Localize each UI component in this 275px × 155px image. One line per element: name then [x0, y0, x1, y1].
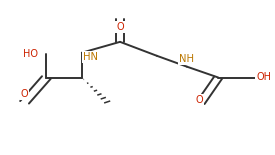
Text: HO: HO — [23, 49, 38, 59]
Text: HN: HN — [83, 52, 98, 62]
Text: O: O — [195, 95, 203, 105]
Text: NH: NH — [179, 54, 194, 64]
Text: O: O — [116, 22, 124, 32]
Text: O: O — [21, 89, 28, 99]
Text: OH: OH — [256, 73, 271, 82]
